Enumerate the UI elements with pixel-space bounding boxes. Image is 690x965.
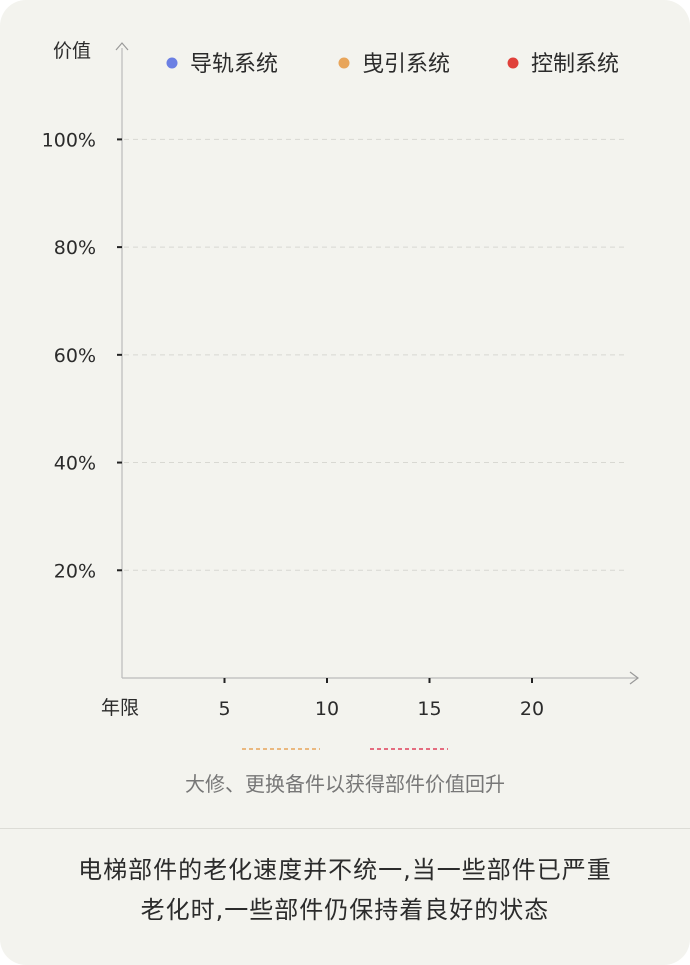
legend: 导轨系统 曳引系统 控制系统 <box>167 52 620 77</box>
footer-caption: 电梯部件的老化速度并不统一,当一些部件已严重 老化时,一些部件仍保持着良好的状态 <box>40 850 650 930</box>
x-tick-label: 5 <box>218 698 230 720</box>
legend-item: 导轨系统 <box>167 52 279 77</box>
legend-label: 控制系统 <box>531 52 619 77</box>
y-axis-label: 价值 <box>53 40 91 62</box>
x-tick-label: 15 <box>417 698 441 720</box>
x-axis-label: 年限 <box>101 697 139 719</box>
y-tick-label: 40% <box>54 453 96 475</box>
legend-label: 曳引系统 <box>362 52 450 77</box>
y-tick-label: 60% <box>54 345 96 367</box>
x-tick-label: 10 <box>315 698 339 720</box>
annotation: 大修、更换备件以获得部件价值回升 <box>185 749 505 796</box>
x-ticks: 5 10 15 20 <box>218 678 544 720</box>
divider <box>0 828 690 829</box>
x-tick-label: 20 <box>520 698 544 720</box>
grid-lines <box>124 139 628 570</box>
legend-swatch <box>339 58 350 69</box>
legend-swatch <box>508 58 519 69</box>
legend-item: 曳引系统 <box>339 52 451 77</box>
footer-line-2: 老化时,一些部件仍保持着良好的状态 <box>40 890 650 930</box>
legend-label: 导轨系统 <box>190 52 278 77</box>
footer-line-1: 电梯部件的老化速度并不统一,当一些部件已严重 <box>40 850 650 890</box>
y-ticks: 20% 40% 60% 80% 100% <box>42 129 122 582</box>
annotation-text: 大修、更换备件以获得部件价值回升 <box>185 772 505 796</box>
legend-swatch <box>167 58 178 69</box>
y-tick-label: 100% <box>42 129 96 151</box>
y-tick-label: 80% <box>54 237 96 259</box>
legend-item: 控制系统 <box>508 52 620 77</box>
y-tick-label: 20% <box>54 560 96 582</box>
chart: 价值 年限 20% 40% 60% 80% 100% 5 10 15 20 导轨系统 曳引系统 控… <box>0 0 690 828</box>
